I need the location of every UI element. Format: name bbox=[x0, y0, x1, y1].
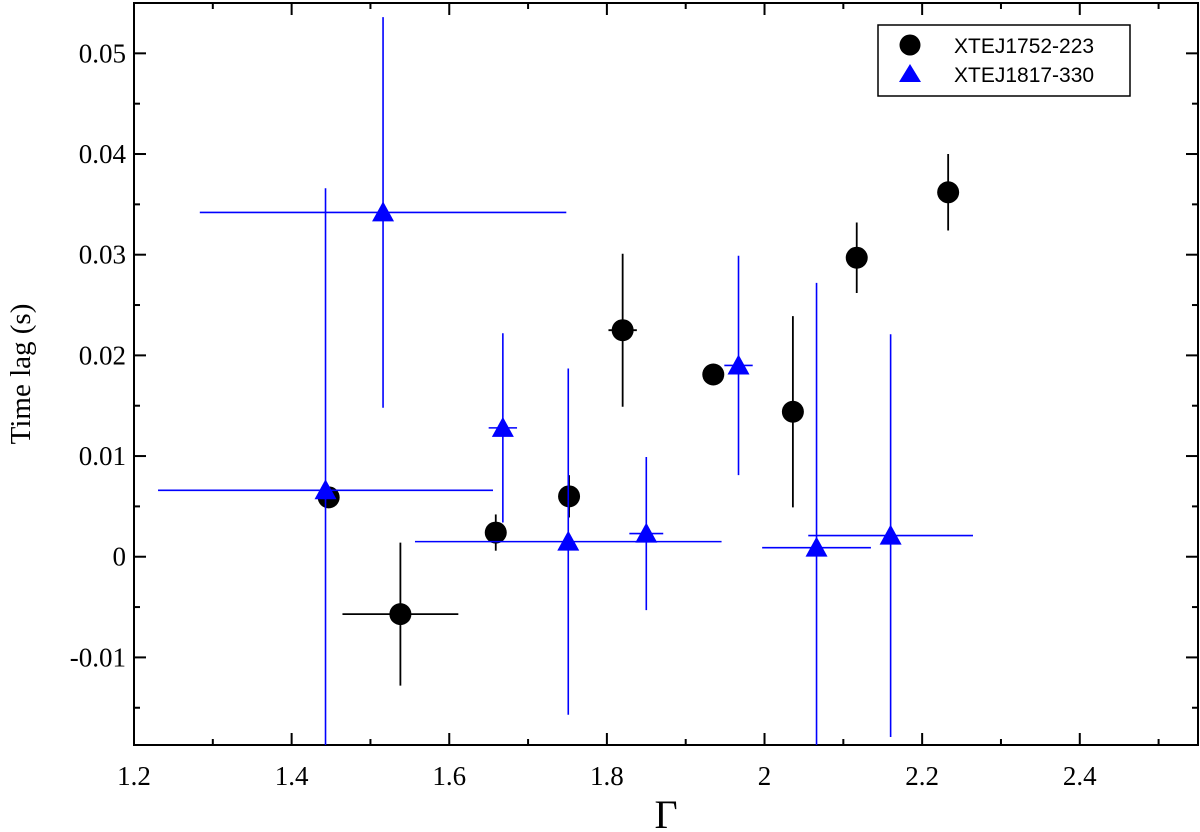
data-point-circle bbox=[845, 246, 868, 269]
data-point-circle bbox=[781, 400, 804, 423]
data-point-triangle bbox=[491, 416, 514, 437]
data-point-triangle bbox=[372, 201, 395, 222]
series-1 bbox=[317, 154, 960, 686]
y-tick-label: 0.04 bbox=[79, 139, 127, 169]
data-point-circle bbox=[611, 319, 634, 342]
x-tick-label: 2 bbox=[758, 761, 772, 791]
data-point-circle bbox=[389, 603, 412, 626]
legend-triangle-marker bbox=[899, 64, 921, 82]
y-tick-label: 0.01 bbox=[79, 441, 126, 471]
series-2 bbox=[158, 17, 973, 745]
axis-tick-labels: 1.2 1.4 1.6 1.8 2 2.2 2.4 -0.01 0 0.01 0.02 0.03 0.0… bbox=[70, 38, 1097, 791]
data-series-layer bbox=[158, 17, 973, 745]
y-tick-label: -0.01 bbox=[70, 642, 126, 672]
data-point-triangle bbox=[635, 522, 658, 543]
y-tick-label: 0.05 bbox=[79, 38, 126, 68]
x-tick-label: 1.6 bbox=[432, 761, 466, 791]
data-point-circle bbox=[484, 521, 507, 544]
legend-circle-marker bbox=[899, 34, 921, 56]
y-tick-label: 0.03 bbox=[79, 240, 126, 270]
data-point-circle bbox=[937, 181, 960, 204]
axis-ticks bbox=[133, 3, 1198, 745]
legend-box bbox=[877, 24, 1131, 97]
data-point-triangle bbox=[314, 479, 337, 500]
x-tick-label: 1.8 bbox=[590, 761, 624, 791]
plot-area-frame bbox=[133, 2, 1199, 746]
x-tick-label: 2.2 bbox=[905, 761, 939, 791]
y-axis-label: Time lag (s) bbox=[5, 304, 37, 445]
legend-label-series-2: XTEJ1817-330 bbox=[954, 64, 1094, 87]
y-tick-label: 0.02 bbox=[79, 340, 126, 370]
data-point-triangle bbox=[727, 354, 750, 375]
data-point-triangle bbox=[805, 536, 828, 557]
legend: XTEJ1752-223 XTEJ1817-330 bbox=[877, 24, 1131, 97]
y-tick-label: 0 bbox=[113, 542, 127, 572]
legend-label-series-1: XTEJ1752-223 bbox=[954, 35, 1094, 58]
data-point-triangle bbox=[557, 530, 580, 551]
x-tick-label: 1.4 bbox=[275, 761, 309, 791]
x-tick-label: 2.4 bbox=[1063, 761, 1097, 791]
data-point-triangle bbox=[879, 524, 902, 545]
x-tick-label: 1.2 bbox=[117, 761, 151, 791]
data-point-circle bbox=[702, 363, 725, 386]
x-axis-label: Γ bbox=[654, 792, 677, 832]
